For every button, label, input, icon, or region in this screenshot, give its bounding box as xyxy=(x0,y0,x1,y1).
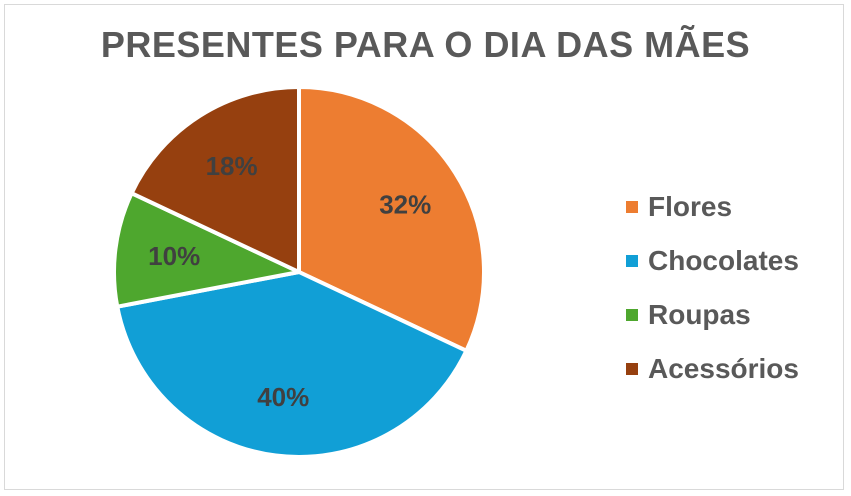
legend-item-roupas: Roupas xyxy=(626,288,799,342)
legend-label: Roupas xyxy=(648,299,751,330)
legend-label: Chocolates xyxy=(648,245,799,276)
legend-item-chocolates: Chocolates xyxy=(626,234,799,288)
pie-slice-roupas xyxy=(112,191,301,309)
data-label-acessrios: 18% xyxy=(206,151,258,181)
chart-title: PRESENTES PARA O DIA DAS MÃES xyxy=(100,24,751,65)
legend-swatch xyxy=(626,363,638,375)
legend: Flores Chocolates Roupas Acessórios xyxy=(626,180,799,396)
legend-item-acessrios: Acessórios xyxy=(626,342,799,396)
legend-label: Acessórios xyxy=(648,353,799,384)
legend-swatch xyxy=(626,255,638,267)
legend-label: Flores xyxy=(648,191,733,222)
pie-slice-acessrios xyxy=(129,85,301,274)
pie-slice-chocolates xyxy=(115,270,469,459)
legend-swatch xyxy=(626,201,638,213)
legend-item-flores: Flores xyxy=(626,180,799,234)
legend-swatch xyxy=(626,309,638,321)
data-label-chocolates: 40% xyxy=(257,382,309,412)
data-label-roupas: 10% xyxy=(148,241,200,271)
data-label-flores: 32% xyxy=(379,190,431,220)
pie-slice-flores xyxy=(297,85,486,353)
